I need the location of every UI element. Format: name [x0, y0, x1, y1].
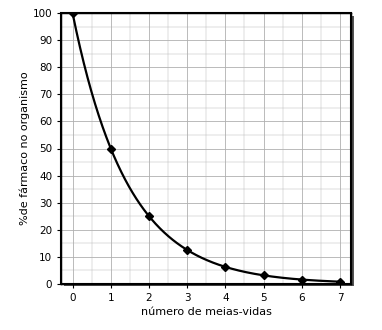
- Y-axis label: %de fármaco no organismo: %de fármaco no organismo: [19, 72, 30, 225]
- X-axis label: número de meias-vidas: número de meias-vidas: [141, 307, 272, 317]
